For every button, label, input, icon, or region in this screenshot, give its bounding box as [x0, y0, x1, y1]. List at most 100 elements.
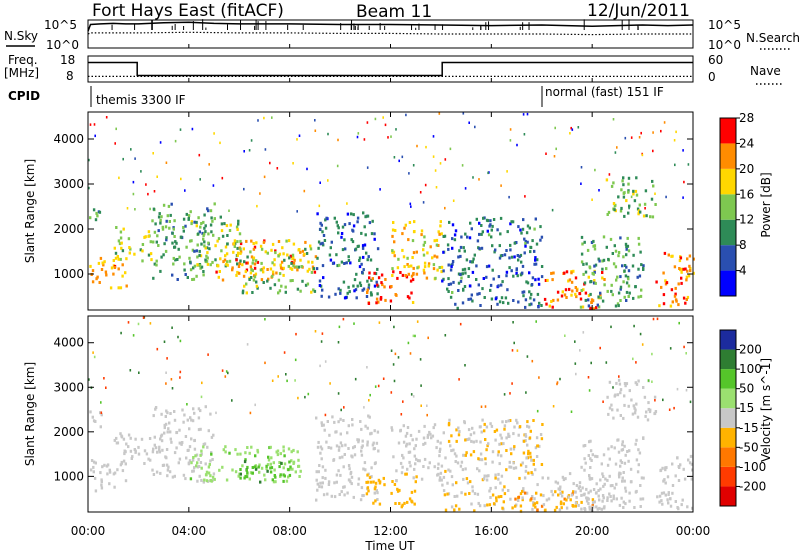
power-cell: [214, 244, 217, 248]
velocity-cell: [88, 378, 90, 381]
velocity-cell: [413, 454, 416, 458]
power-cell: [406, 295, 410, 299]
velocity-cell: [272, 480, 276, 484]
velocity-cell: [447, 422, 451, 425]
power-cell: [501, 280, 504, 284]
velocity-cell: [105, 464, 109, 468]
power-cell: [366, 214, 370, 218]
x-tick-label: 20:00: [575, 524, 610, 538]
power-cell: [601, 271, 604, 274]
velocity-cell: [671, 484, 675, 487]
power-cell: [280, 260, 284, 264]
velocity-cell: [289, 467, 292, 471]
power-cell: [220, 249, 223, 253]
velocity-cell: [476, 492, 480, 496]
velocity-cell: [391, 480, 394, 483]
power-cell: [285, 239, 288, 243]
power-cell: [237, 265, 241, 268]
velocity-cell: [592, 505, 595, 509]
velocity-cell: [592, 488, 596, 491]
velocity-cell: [357, 438, 360, 442]
velocity-cell: [540, 504, 544, 508]
power-cell: [126, 207, 129, 210]
velocity-cell: [320, 485, 324, 489]
power-cell: [163, 242, 166, 246]
power-cell: [199, 225, 202, 229]
velocity-cell: [352, 446, 355, 450]
velocity-cell: [454, 460, 457, 463]
power-cell: [335, 220, 338, 224]
velocity-cell: [509, 447, 512, 451]
power-cell: [361, 288, 364, 292]
power-cell: [121, 263, 124, 267]
velocity-cell: [465, 477, 469, 481]
velocity-cell: [608, 406, 612, 410]
power-cell: [198, 230, 201, 234]
velocity-cell: [589, 457, 592, 461]
power-cell: [451, 223, 455, 227]
power-cell: [231, 268, 234, 272]
power-cell: [120, 246, 123, 250]
velocity-cell: [619, 472, 622, 476]
velocity-cell: [564, 477, 567, 481]
velocity-cell: [368, 476, 372, 480]
power-colorbar-label: Power [dB]: [759, 172, 773, 237]
velocity-cell: [460, 491, 463, 495]
velocity-cell: [166, 430, 169, 434]
power-cell: [597, 257, 600, 261]
power-cell: [408, 296, 411, 300]
velocity-cell: [337, 341, 340, 344]
velocity-cell: [683, 477, 687, 481]
velocity-cell: [100, 483, 103, 487]
velocity-cell: [640, 476, 644, 480]
power-cell: [176, 278, 179, 281]
velocity-cell: [610, 325, 612, 329]
power-cell: [392, 221, 395, 224]
power-colorbar-tick-label: 24: [739, 136, 754, 150]
velocity-cell: [606, 463, 610, 467]
power-cell: [220, 229, 224, 233]
velocity-cell: [352, 495, 355, 499]
velocity-cell: [588, 505, 591, 509]
power-cell: [687, 274, 691, 278]
power-cell: [236, 240, 239, 244]
power-cell: [487, 233, 491, 237]
power-cell: [624, 242, 628, 246]
power-cell: [440, 270, 443, 274]
velocity-cell: [173, 451, 177, 455]
power-cell: [393, 240, 396, 244]
velocity-colorbar-swatch: [720, 427, 736, 448]
power-cell: [596, 303, 599, 307]
power-cell: [435, 243, 439, 247]
velocity-cell: [155, 470, 159, 474]
power-cell: [494, 297, 498, 301]
freq-label: Freq.: [8, 53, 38, 67]
velocity-cell: [348, 467, 351, 471]
power-cell: [361, 244, 365, 248]
velocity-cell: [337, 392, 340, 395]
power-cell: [425, 145, 427, 149]
power-cell: [631, 264, 635, 268]
power-cell: [149, 207, 151, 211]
power-cell: [626, 244, 630, 248]
velocity-cell: [239, 468, 242, 471]
velocity-cell: [517, 433, 520, 437]
velocity-cell: [532, 419, 535, 422]
power-cell: [209, 223, 213, 227]
velocity-cell: [622, 416, 625, 420]
power-cell: [239, 239, 242, 243]
velocity-cell: [100, 401, 102, 404]
velocity-cell: [443, 493, 447, 497]
velocity-cell: [507, 432, 510, 436]
power-colorbar-swatch: [720, 168, 736, 195]
velocity-cell: [359, 420, 362, 423]
velocity-cell: [148, 437, 152, 440]
power-cell: [104, 270, 108, 274]
velocity-cell: [321, 465, 325, 469]
velocity-cell: [688, 461, 692, 465]
velocity-cell: [403, 501, 406, 505]
power-cell: [187, 214, 191, 218]
velocity-cell: [323, 428, 326, 432]
power-cell: [563, 271, 566, 275]
